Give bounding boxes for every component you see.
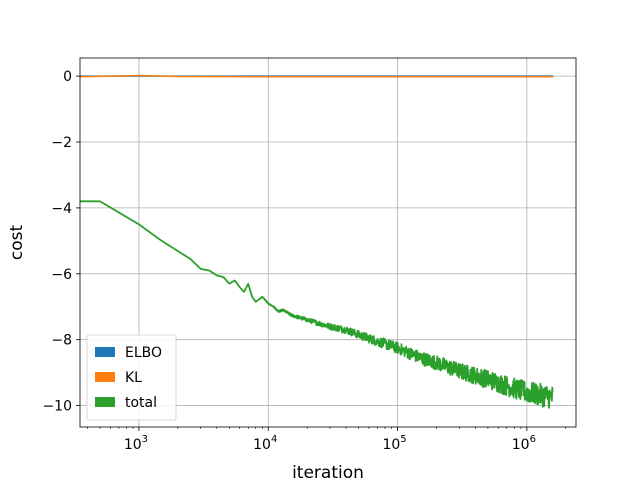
y-tick-label: −10 <box>42 399 72 415</box>
legend-swatch <box>95 397 115 407</box>
x-ticks: 103 104 105 106 <box>87 427 567 453</box>
legend: ELBO KL total <box>86 334 177 421</box>
series-line-kl <box>79 74 554 78</box>
y-axis-label: cost <box>7 225 27 261</box>
legend-swatch <box>95 372 115 382</box>
series-line-total <box>79 200 554 409</box>
y-tick-label: −6 <box>51 267 72 283</box>
series-lines <box>79 74 554 409</box>
y-tick-label: −4 <box>51 201 72 217</box>
y-tick-label: 0 <box>63 69 72 85</box>
y-ticks: 0 −2 −4 −6 −8 −10 <box>42 69 80 415</box>
plot-frame <box>79 57 577 428</box>
legend-label: KL <box>125 370 142 386</box>
legend-swatch <box>95 347 115 357</box>
legend-label: total <box>125 395 157 411</box>
x-tick-label: 106 <box>512 434 536 453</box>
x-axis-label: iteration <box>292 463 364 480</box>
x-tick-label: 104 <box>253 434 277 453</box>
x-tick-label: 105 <box>382 434 406 453</box>
y-tick-label: −2 <box>51 135 72 151</box>
x-tick-label: 103 <box>124 434 148 453</box>
legend-label: ELBO <box>125 345 162 361</box>
y-tick-label: −8 <box>51 333 72 349</box>
